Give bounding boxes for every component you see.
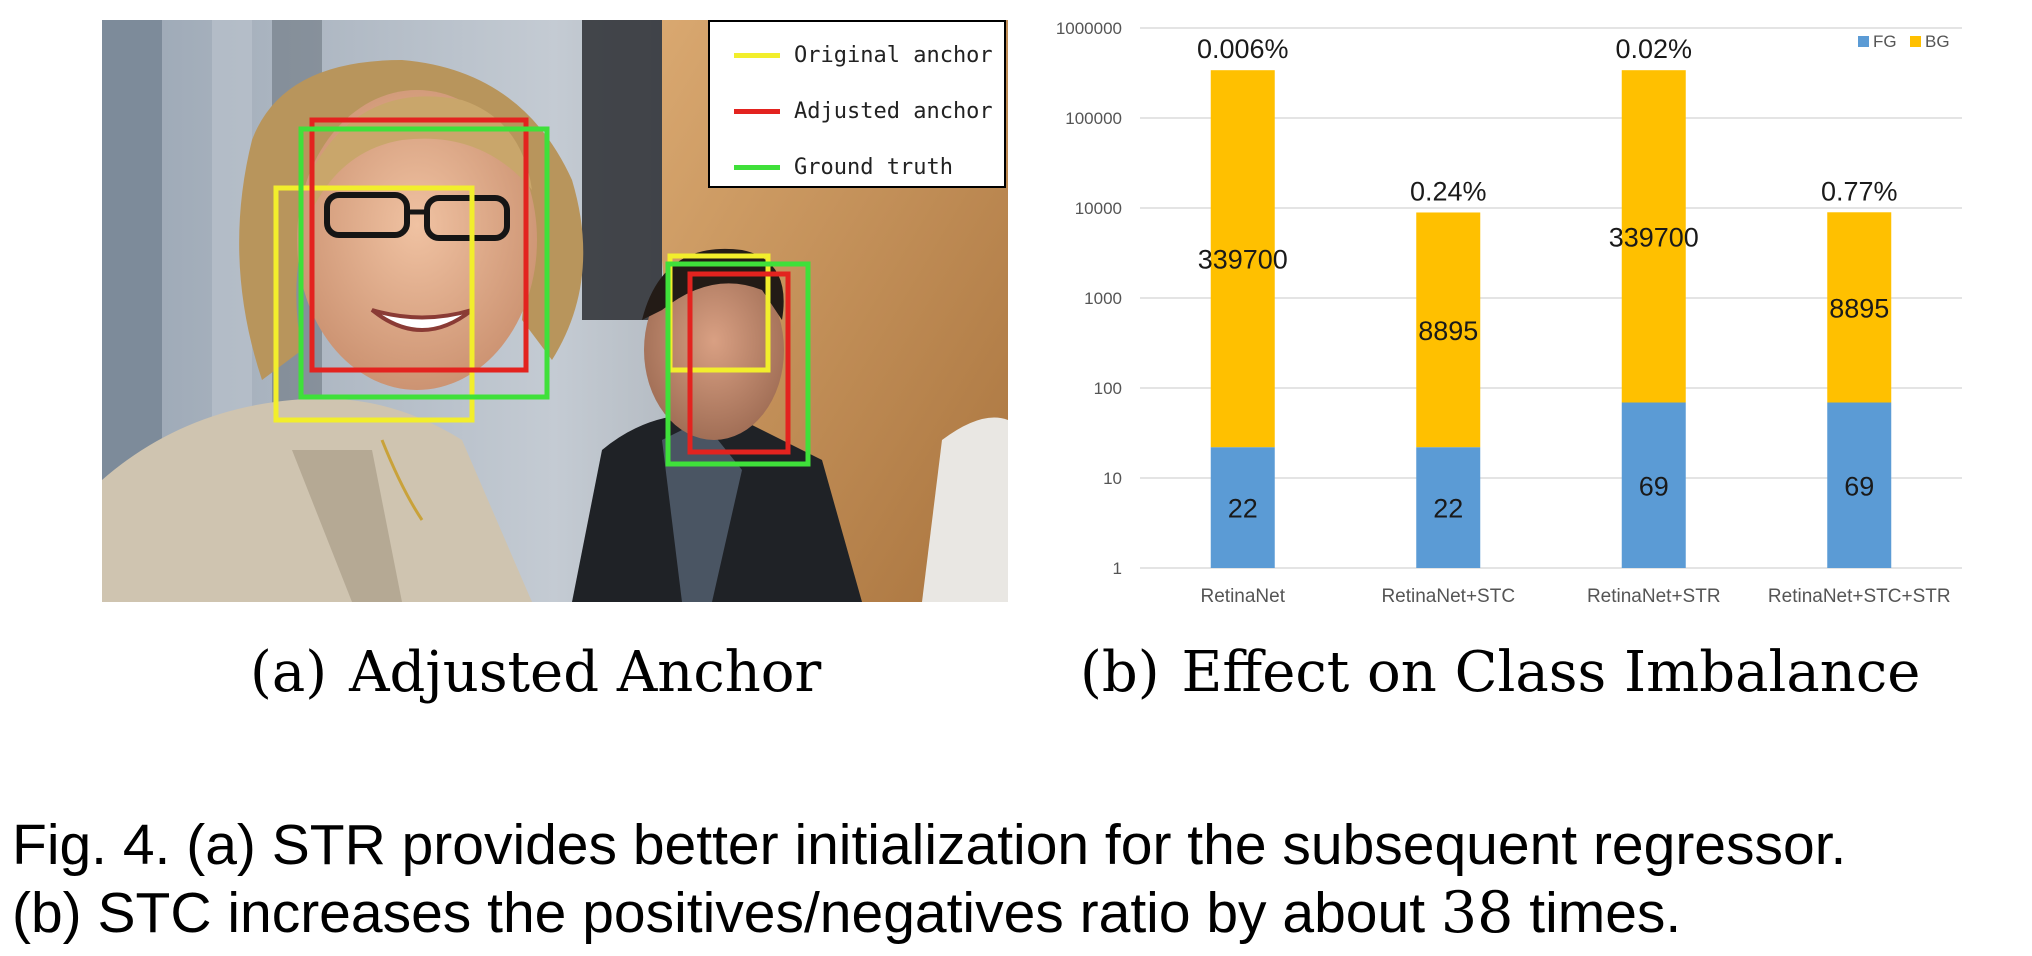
adjusted-anchor-box	[309, 117, 529, 373]
photo-legend: Original anchor Adjusted anchor Ground t…	[708, 20, 1006, 188]
legend-item-adjusted-anchor: Adjusted anchor	[734, 96, 993, 126]
x-tick-label: RetinaNet+STC	[1381, 586, 1515, 607]
legend-item-ground-truth: Ground truth	[734, 152, 953, 182]
subcaption-a-text: Adjusted Anchor	[349, 640, 822, 705]
subcaption-b: (b) Effect on Class Imbalance	[1080, 640, 1920, 705]
caption-line2-start: (b) STC increases the positives/negative…	[12, 881, 1441, 945]
legend-swatch-bg	[1910, 36, 1921, 47]
caption-line2-end: times.	[1513, 881, 1682, 945]
class-imbalance-chart: 1 10 100 1000 10000 100000 1000000 22 339700 0.00…	[1040, 10, 1970, 610]
ratio-label: 0.006%	[1197, 34, 1289, 64]
ground-truth-box	[298, 126, 550, 400]
caption-ratio-number: 38	[1440, 880, 1514, 946]
data-label-bg: 8895	[1418, 316, 1478, 346]
y-tick-label: 10000	[1075, 199, 1122, 218]
ratio-label: 0.02%	[1615, 34, 1692, 64]
data-label-bg: 339700	[1198, 245, 1288, 275]
figure-caption-line2: (b) STC increases the positives/negative…	[12, 880, 1681, 946]
data-label-fg: 22	[1433, 494, 1463, 524]
x-tick-label: RetinaNet	[1201, 586, 1286, 607]
y-tick-label: 1000000	[1056, 19, 1122, 38]
data-label-fg: 22	[1228, 494, 1258, 524]
bar-bg	[1416, 212, 1481, 448]
bar-fg	[1416, 447, 1481, 568]
subcaption-b-label: (b)	[1080, 640, 1160, 705]
subcaption-b-text: Effect on Class Imbalance	[1181, 640, 1921, 705]
legend-swatch	[734, 108, 780, 114]
y-tick-label: 10	[1103, 469, 1122, 488]
bar-fg	[1621, 402, 1686, 568]
legend-swatch-fg	[1858, 36, 1869, 47]
data-label-bg: 339700	[1609, 222, 1699, 252]
x-tick-label: RetinaNet+STC+STR	[1768, 586, 1951, 607]
data-label-fg: 69	[1844, 471, 1874, 501]
data-label-bg: 8895	[1829, 293, 1889, 323]
adjusted-anchor-box	[687, 271, 791, 455]
bar-fg	[1210, 447, 1275, 568]
subcaption-a-label: (a)	[250, 640, 328, 705]
chart-svg: 1 10 100 1000 10000 100000 1000000 22 339700 0.00…	[1056, 19, 1962, 607]
ratio-label: 0.77%	[1821, 176, 1898, 206]
y-tick-label: 1000	[1084, 289, 1122, 308]
ground-truth-box	[665, 261, 811, 467]
legend-swatch	[734, 52, 780, 58]
bar-fg	[1827, 402, 1892, 568]
x-tick-label: RetinaNet+STR	[1587, 586, 1721, 607]
legend-label: Ground truth	[794, 154, 953, 180]
y-tick-label: 1	[1113, 559, 1122, 578]
ratio-label: 0.24%	[1410, 176, 1487, 206]
bar-bg	[1827, 212, 1892, 403]
bar-bg	[1210, 70, 1275, 448]
figure-caption-line1: Fig. 4. (a) STR provides better initiali…	[12, 813, 1847, 877]
legend-label: Original anchor	[794, 42, 993, 68]
legend-label-fg: FG	[1873, 32, 1897, 51]
legend-label: Adjusted anchor	[794, 98, 993, 124]
legend-item-original-anchor: Original anchor	[734, 40, 993, 70]
subcaption-a: (a) Adjusted Anchor	[250, 640, 821, 705]
legend-label-bg: BG	[1925, 32, 1950, 51]
bar-bg	[1621, 70, 1686, 403]
y-tick-label: 100	[1094, 379, 1122, 398]
y-tick-label: 100000	[1065, 109, 1122, 128]
data-label-fg: 69	[1639, 471, 1669, 501]
legend-swatch	[734, 164, 780, 170]
original-anchor-box	[273, 185, 475, 423]
